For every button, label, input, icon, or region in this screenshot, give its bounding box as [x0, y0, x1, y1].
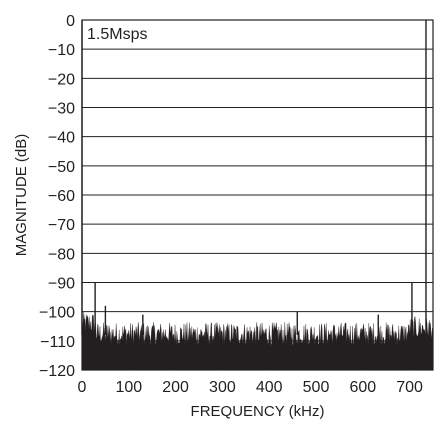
x-tick-label: 0 — [78, 379, 87, 396]
y-tick-label: −30 — [48, 101, 75, 118]
x-tick-label: 300 — [209, 379, 236, 396]
y-tick-label: −60 — [48, 188, 75, 205]
x-tick-label: 100 — [115, 379, 142, 396]
x-tick-label: 200 — [162, 379, 189, 396]
y-tick-label: −80 — [48, 246, 75, 263]
y-tick-label: −10 — [48, 42, 75, 59]
y-axis-ticks: 0 −10 −20 −30 −40 −50 −60 −70 −80 −90 −100 −110 −120 — [39, 13, 75, 380]
y-tick-label: −100 — [39, 305, 75, 322]
sample-rate-label: 1.5Msps — [87, 26, 147, 43]
y-tick-label: −90 — [48, 276, 75, 293]
y-tick-label: −40 — [48, 130, 75, 147]
x-tick-label: 500 — [303, 379, 330, 396]
x-tick-label: 400 — [256, 379, 283, 396]
noise-floor — [81, 311, 434, 371]
y-tick-label: −20 — [48, 71, 75, 88]
x-tick-label: 600 — [349, 379, 376, 396]
y-tick-label: 0 — [66, 13, 75, 30]
y-axis-title: MAGNITUDE (dB) — [13, 134, 30, 257]
y-tick-label: −120 — [39, 363, 75, 380]
y-tick-label: −70 — [48, 217, 75, 234]
y-tick-label: −110 — [40, 334, 75, 351]
plot-frame — [81, 19, 434, 371]
sample-rate-box — [84, 22, 168, 46]
grid-lines — [82, 19, 433, 371]
y-tick-label: −50 — [48, 159, 75, 176]
x-tick-label: 700 — [396, 379, 423, 396]
x-axis-ticks: 0 100 200 300 400 500 600 700 — [78, 365, 423, 396]
x-axis-title: FREQUENCY (kHz) — [191, 403, 325, 420]
